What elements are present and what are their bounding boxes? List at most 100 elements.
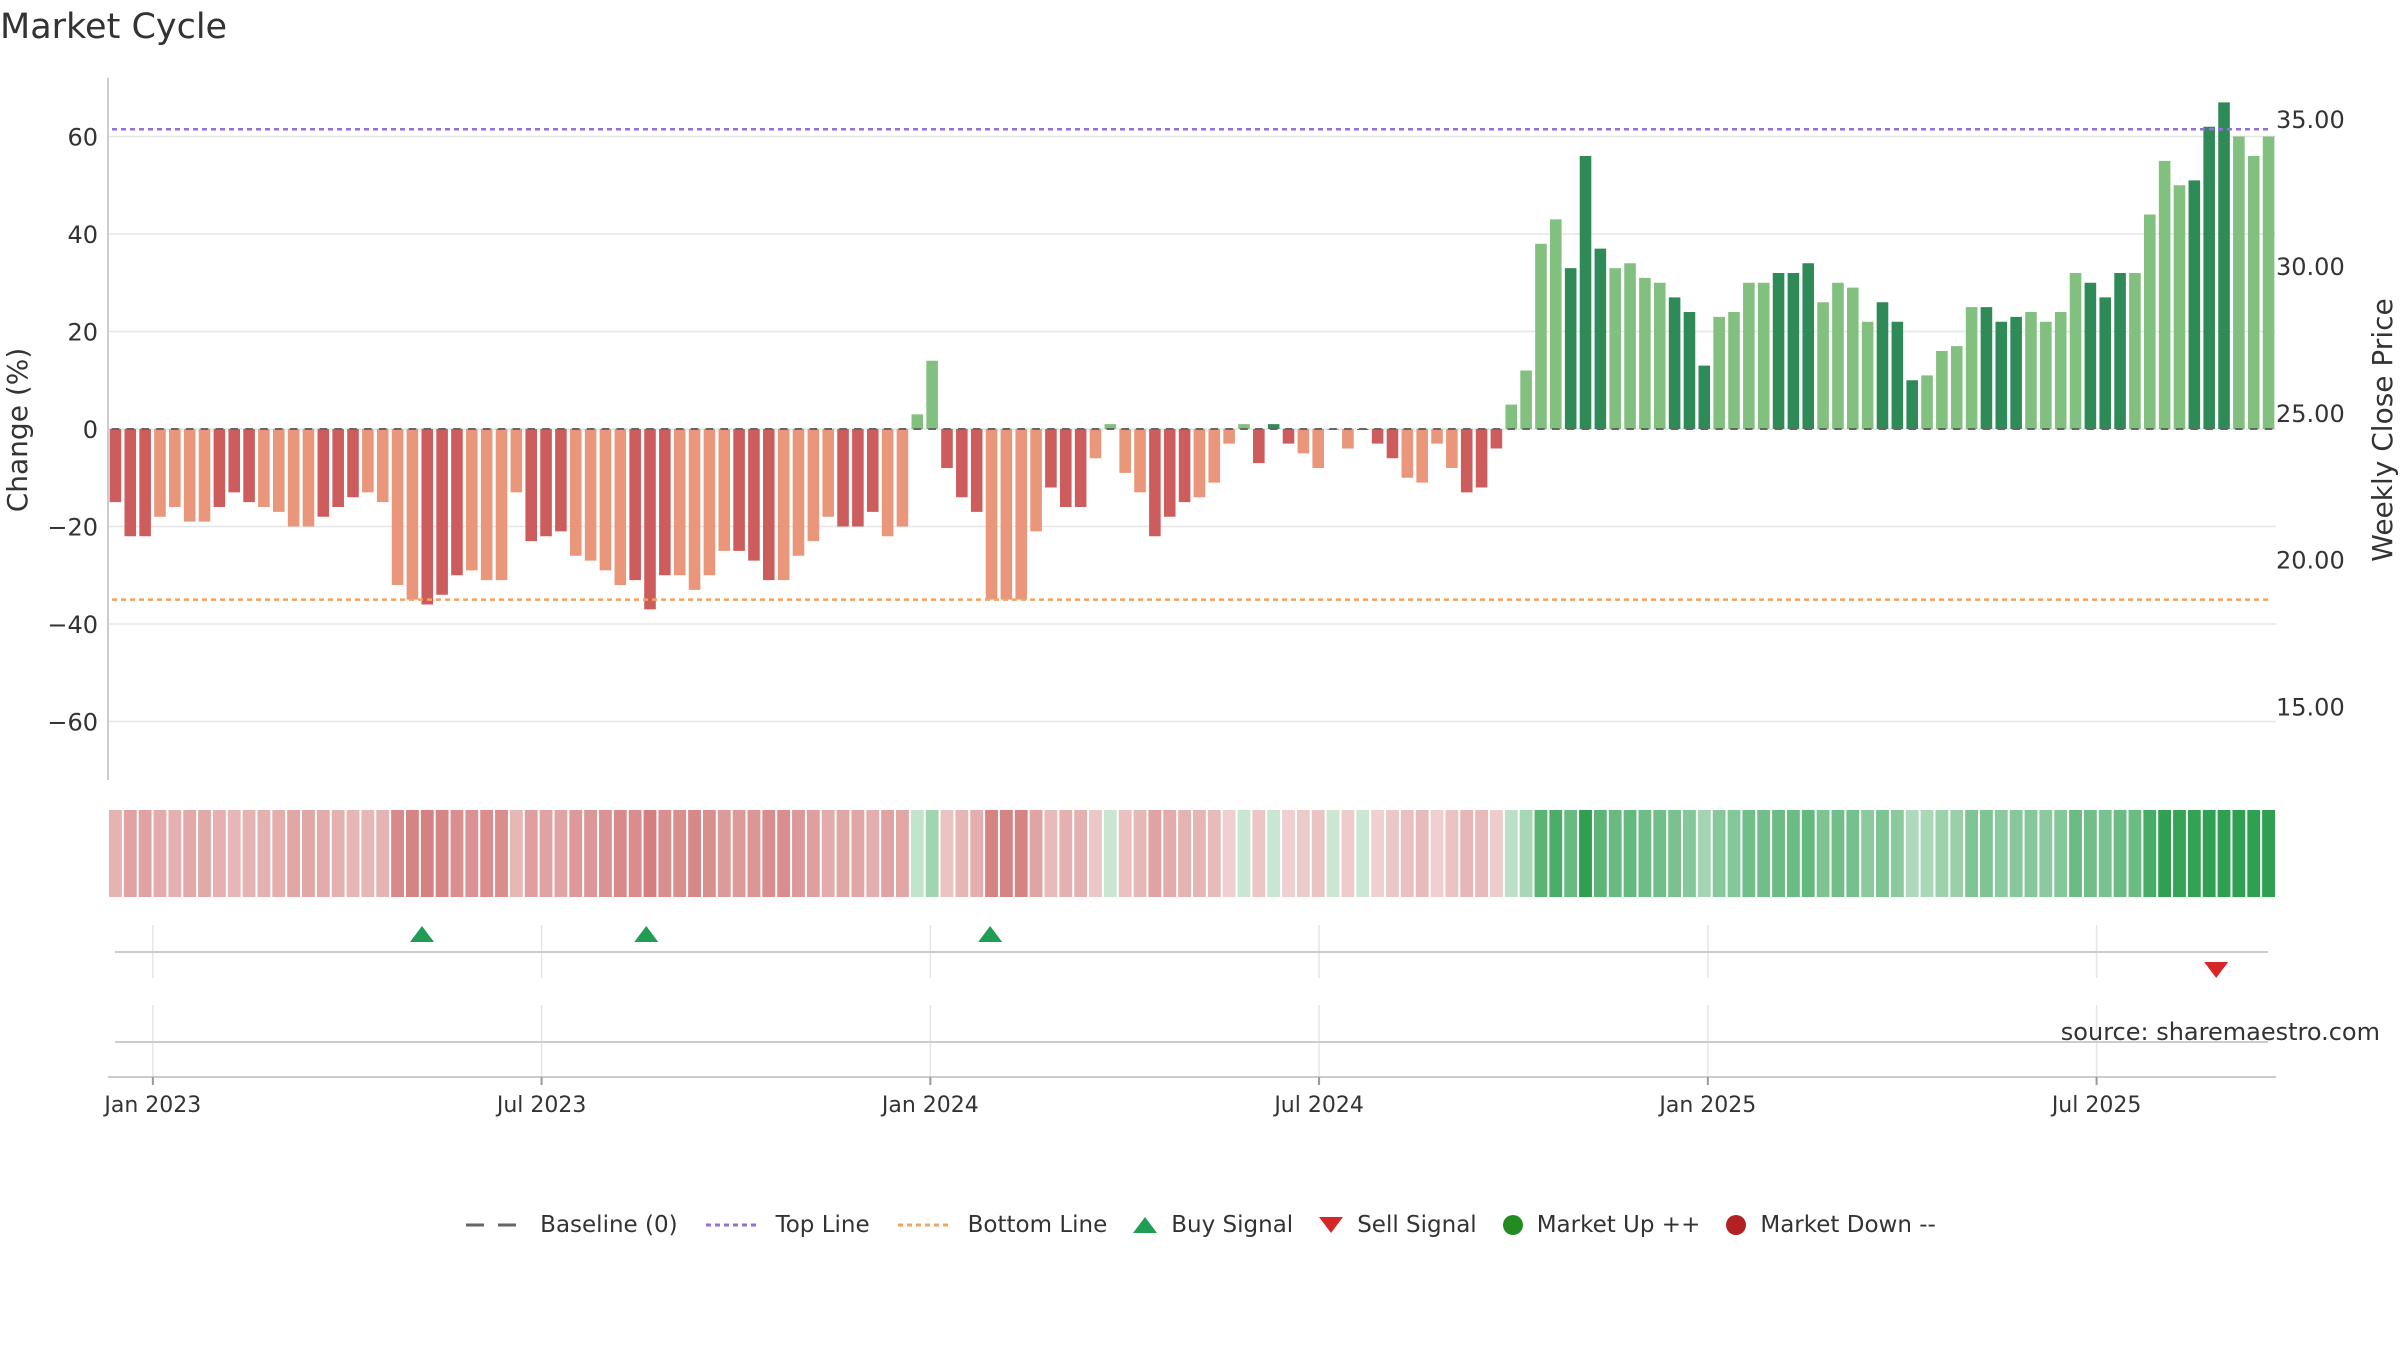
band-cell (1623, 810, 1637, 897)
band-cell (1430, 810, 1444, 897)
band-cell (762, 810, 776, 897)
bar (569, 429, 582, 556)
bar (1832, 282, 1844, 429)
bar (302, 429, 315, 527)
band-cell (1178, 810, 1191, 897)
bar (1965, 307, 1978, 429)
band-cell (702, 810, 716, 897)
legend-sell-label: Sell Signal (1357, 1212, 1477, 1238)
band-cell (480, 810, 494, 897)
legend-buy[interactable]: Buy Signal (1133, 1212, 1293, 1238)
band-cell (1579, 810, 1592, 897)
legend-baseline[interactable]: Baseline (0) (464, 1212, 678, 1238)
y2-tick-label: 35.00 (2276, 106, 2345, 134)
band-cell (287, 810, 301, 897)
bar (169, 429, 181, 507)
band-cell (599, 810, 612, 897)
bar (1847, 287, 1859, 429)
band-cell (2143, 810, 2157, 897)
band-cell (1861, 810, 1875, 897)
band-cell (910, 810, 924, 897)
bar (2173, 185, 2186, 429)
y-tick-label: −40 (47, 611, 98, 639)
bar (644, 429, 656, 610)
legend-down[interactable]: Market Down -- (1726, 1212, 1936, 1238)
band-cell (212, 810, 226, 897)
bar (480, 429, 493, 581)
band-cell (1697, 810, 1711, 897)
bar (1149, 429, 1161, 537)
bar (2158, 160, 2171, 429)
bar (1490, 429, 1503, 449)
band-cell (985, 810, 998, 897)
bar (421, 429, 434, 605)
bar (1743, 282, 1755, 429)
bar (2099, 297, 2112, 429)
bar (362, 429, 374, 493)
band-cell (1816, 810, 1830, 897)
red-dot-icon (1726, 1215, 1747, 1235)
band-cell (2202, 810, 2216, 897)
bar (1059, 429, 1072, 507)
band-cell (999, 810, 1013, 897)
bar (807, 429, 820, 542)
bar (1564, 268, 1577, 429)
band-cell (1326, 810, 1340, 897)
band-cell (569, 810, 583, 897)
bar (911, 414, 924, 429)
bar (584, 429, 597, 561)
bar (1371, 429, 1384, 444)
bar (1535, 243, 1547, 429)
x-tick-label: Jul 2025 (2050, 1093, 2142, 1118)
bar (1208, 429, 1221, 483)
band-cell (1371, 810, 1385, 897)
bar (1193, 429, 1206, 498)
bar (198, 429, 211, 522)
bar (183, 429, 196, 522)
legend-up[interactable]: Market Up ++ (1502, 1212, 1700, 1238)
y2-tick-label: 20.00 (2276, 547, 2345, 575)
bar (2233, 136, 2245, 429)
band-cell (836, 810, 850, 897)
band-cell (970, 810, 984, 897)
y-tick-label: −60 (47, 709, 98, 737)
y2-tick-label: 25.00 (2276, 400, 2345, 428)
band-cell (1014, 810, 1028, 897)
band-cell (1252, 810, 1266, 897)
band-cell (925, 810, 939, 897)
bar (614, 429, 627, 585)
band-cell (1460, 810, 1474, 897)
band-cell (1282, 810, 1295, 897)
bar-series (109, 102, 2275, 610)
x-tick-label: Jul 2023 (495, 1093, 587, 1118)
band-cell (153, 810, 167, 897)
band-cell (2262, 810, 2275, 897)
bar (703, 429, 716, 576)
band-cell (1876, 810, 1889, 897)
band-cell (1089, 810, 1102, 897)
band-cell (584, 810, 598, 897)
x-tick-label: Jul 2024 (1272, 1093, 1364, 1118)
band-cell (1400, 810, 1414, 897)
chart-legend: Baseline (0) Top Line Bottom Line Buy Si… (0, 1200, 2400, 1250)
bar (1342, 429, 1354, 449)
bar (1906, 380, 1918, 429)
heat-band (109, 810, 2275, 897)
bar (1015, 429, 1028, 600)
legend-sell[interactable]: Sell Signal (1319, 1212, 1477, 1238)
bar (347, 429, 359, 498)
band-cell (2247, 810, 2261, 897)
band-cell (1504, 810, 1518, 897)
band-cell (1193, 810, 1206, 897)
band-cell (1386, 810, 1399, 897)
legend-bottom-line[interactable]: Bottom Line (896, 1212, 1107, 1238)
x-tick-label: Jan 2025 (1657, 1093, 1756, 1118)
band-cell (1742, 810, 1756, 897)
band-cell (1133, 810, 1147, 897)
bar (1119, 429, 1131, 473)
bar (228, 429, 241, 493)
bar (510, 429, 523, 493)
legend-top-line[interactable]: Top Line (704, 1212, 870, 1238)
bar (2218, 102, 2230, 429)
band-cell (658, 810, 672, 897)
